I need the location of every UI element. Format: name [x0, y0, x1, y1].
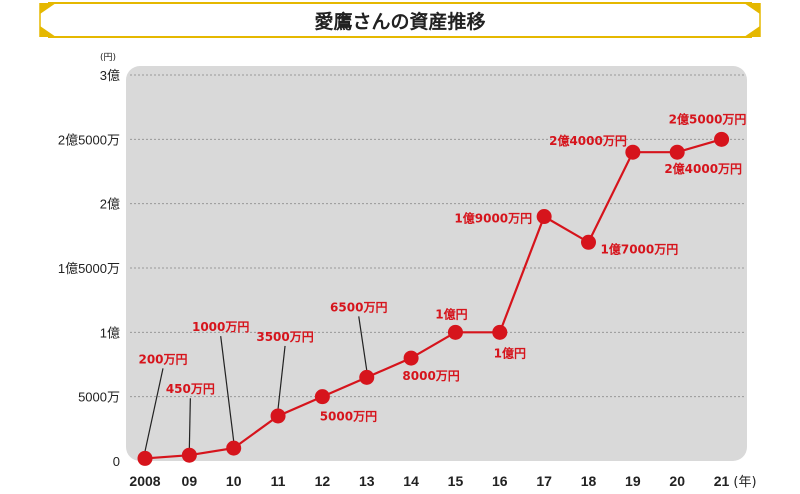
x-tick-label: 15 — [448, 473, 464, 489]
x-tick-label: 2008 — [129, 473, 160, 489]
data-point — [581, 234, 596, 250]
y-tick-label: 5000万 — [78, 390, 120, 405]
x-tick-label: 13 — [359, 473, 375, 489]
y-tick-label: 1億 — [100, 325, 120, 340]
y-tick-label: 3億 — [100, 68, 120, 83]
x-axis: 2008 09 10 11 12 13 14 15 16 17 18 19 20 21 — [129, 473, 729, 489]
title-frame: 愛鷹さんの資産推移 — [39, 2, 761, 38]
y-unit-label: (円) — [100, 52, 116, 63]
series-line — [144, 138, 722, 460]
data-point — [181, 447, 197, 463]
series-asset — [137, 131, 730, 466]
data-point — [447, 324, 463, 340]
data-point — [314, 389, 330, 405]
data-label: 200万円 — [138, 352, 187, 366]
x-tick-label: 10 — [226, 473, 242, 489]
data-label: 1000万円 — [192, 320, 249, 334]
x-tick-label: 18 — [581, 473, 597, 489]
data-point — [137, 450, 153, 466]
data-label: 1億9000万円 — [454, 211, 532, 226]
data-point — [669, 144, 685, 160]
x-tick-label: 11 — [271, 473, 286, 489]
data-label: 2億4000万円 — [664, 161, 742, 176]
y-tick-label: 2億5000万 — [58, 132, 120, 147]
data-label: 2億4000万円 — [549, 133, 627, 148]
chart-title: 愛鷹さんの資産推移 — [314, 10, 485, 33]
data-point — [226, 440, 242, 456]
label-leader-line — [277, 345, 286, 410]
data-point — [359, 369, 375, 385]
data-labels: 200万円 450万円 1000万円 3500万円 5000万円 6500万円 8000万円… — [138, 111, 746, 423]
x-tick-label: 17 — [536, 473, 552, 489]
data-point — [403, 350, 419, 366]
label-leader-line — [144, 368, 164, 452]
data-label: 5000万円 — [320, 410, 377, 424]
x-tick-label: 16 — [492, 473, 508, 489]
data-label: 1億円 — [494, 345, 526, 360]
corner-mark-bottom-left — [40, 26, 56, 37]
y-tick-label: 2億 — [100, 197, 120, 212]
x-tick-label: 20 — [669, 473, 685, 489]
x-tick-label: 19 — [625, 473, 641, 489]
data-label: 3500万円 — [256, 330, 313, 344]
label-leader-lines — [144, 316, 368, 452]
label-leader-line — [188, 398, 191, 449]
corner-mark-top-left — [40, 3, 56, 14]
data-point — [492, 324, 508, 340]
data-label: 450万円 — [166, 382, 215, 396]
x-tick-label: 14 — [403, 473, 419, 489]
data-point — [270, 408, 286, 424]
data-label: 2億5000万円 — [669, 111, 747, 126]
x-tick-label: 21 — [714, 473, 730, 489]
x-unit-label: (年) — [733, 475, 756, 490]
corner-mark-top-right — [744, 3, 760, 14]
data-label: 1億円 — [435, 306, 467, 321]
data-point — [625, 144, 641, 160]
data-point — [536, 209, 552, 225]
corner-mark-bottom-right — [744, 26, 760, 37]
data-point — [714, 131, 730, 147]
data-label: 6500万円 — [330, 300, 387, 314]
x-tick-label: 09 — [182, 473, 198, 489]
data-label: 1億7000万円 — [601, 241, 679, 256]
y-axis: 0 5000万 1億 1億5000万 2億 2億5000万 3億 — [58, 68, 120, 469]
label-leader-line — [358, 316, 368, 371]
plot-background — [126, 66, 747, 461]
grid-lines — [130, 74, 745, 398]
x-tick-label: 12 — [315, 473, 331, 489]
data-label: 8000万円 — [402, 369, 459, 383]
label-leader-line — [220, 336, 235, 442]
y-tick-label: 0 — [113, 454, 120, 469]
y-tick-label: 1億5000万 — [58, 261, 120, 276]
